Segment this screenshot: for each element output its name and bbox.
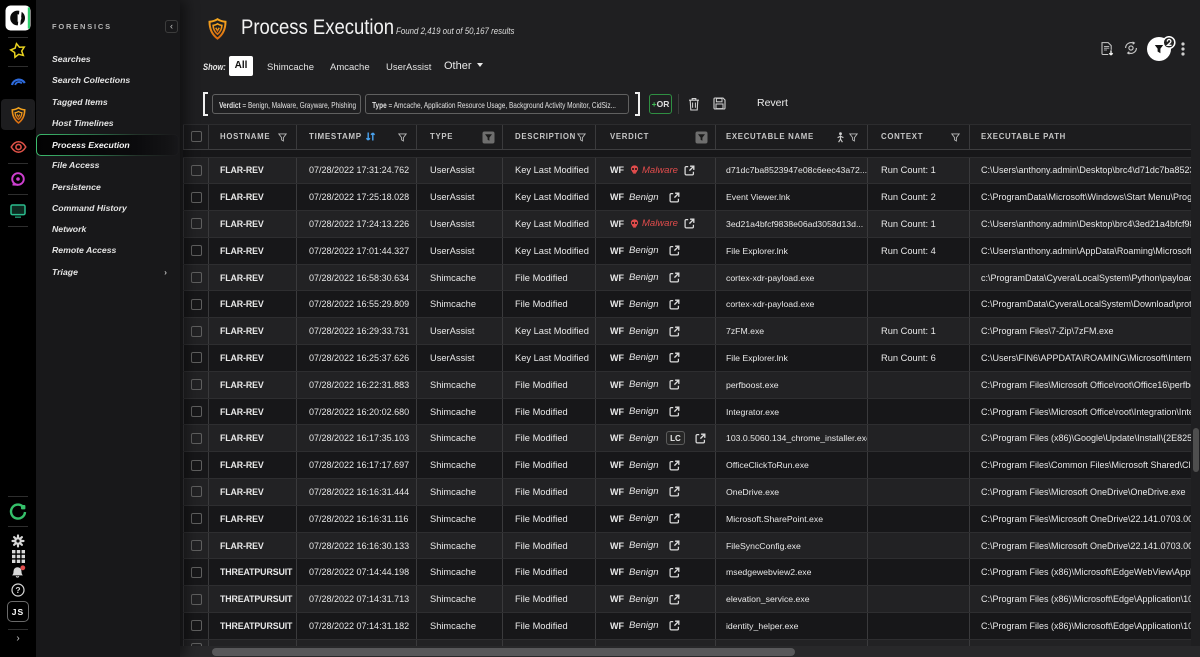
svg-text:?: ? <box>15 585 20 595</box>
